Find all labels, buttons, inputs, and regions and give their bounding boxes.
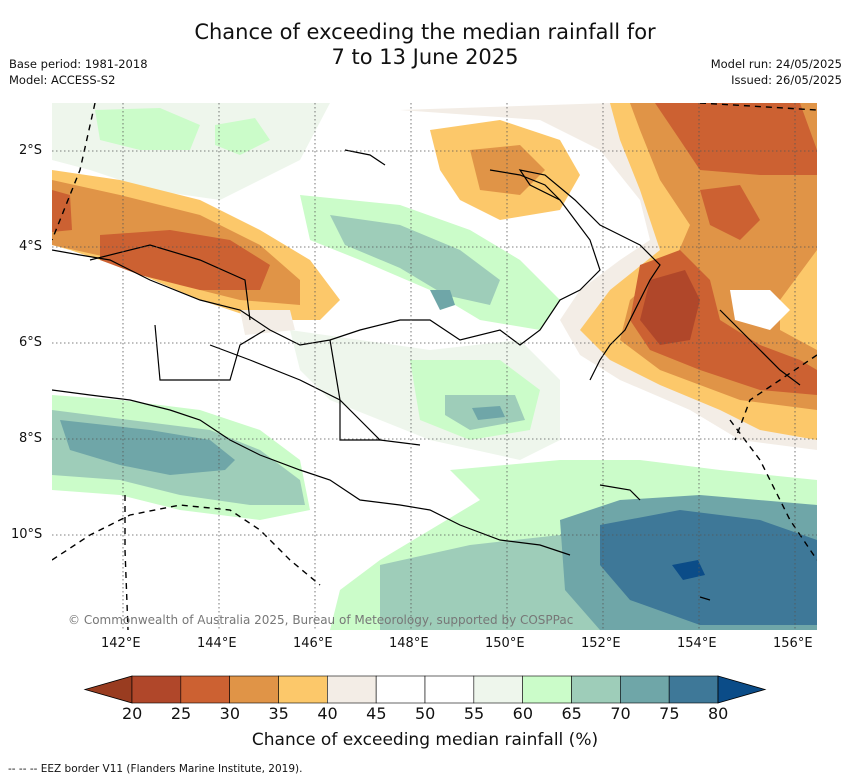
lat-label: 6°S <box>19 335 43 350</box>
colorbar-title: Chance of exceeding median rainfall (%) <box>251 730 599 750</box>
colorbar-high-extend <box>717 675 767 704</box>
colorbar-tick-label: 80 <box>708 704 729 723</box>
lon-label: 154°E <box>677 636 717 651</box>
lon-label: 156°E <box>773 636 813 651</box>
meta-right: Model run: 24/05/2025 Issued: 26/05/2025 <box>711 56 842 88</box>
map-title-line-2: 7 to 13 June 2025 <box>331 45 519 69</box>
eez-footnote: -- -- -- EEZ border V11 (Flanders Marine… <box>8 763 303 775</box>
graticule <box>52 103 817 630</box>
lon-label: 146°E <box>293 636 333 651</box>
lon-label: 148°E <box>389 636 429 651</box>
colorbar-segment <box>278 675 328 704</box>
map-field <box>52 103 817 630</box>
lon-label: 144°E <box>197 636 237 651</box>
lat-label: 2°S <box>19 143 43 158</box>
colorbar-tick-label: 60 <box>512 704 534 723</box>
colorbar-segment <box>571 675 621 704</box>
lon-label: 150°E <box>485 636 525 651</box>
colorbar-tick-label: 40 <box>317 704 338 723</box>
map-title-line-1: Chance of exceeding the median rainfall … <box>194 20 656 44</box>
colorbar <box>83 675 767 704</box>
colorbar-segment <box>327 675 377 704</box>
colorbar-segment <box>180 675 230 704</box>
model-run: Model run: 24/05/2025 <box>710 57 842 71</box>
colorbar-tick-label: 75 <box>659 704 680 723</box>
colorbar-low-extend <box>83 675 133 704</box>
model-name: Model: ACCESS-S2 <box>9 73 116 87</box>
colorbar-tick-label: 25 <box>170 704 192 723</box>
meta-left: Base period: 1981-2018 Model: ACCESS-S2 <box>9 56 148 88</box>
colorbar-segment <box>473 675 523 704</box>
eez-borders <box>52 103 817 630</box>
colorbar-tick-label: 35 <box>268 704 289 723</box>
colorbar-segment <box>668 675 719 704</box>
colorbar-segment <box>229 675 279 704</box>
colorbar-segment <box>375 675 426 704</box>
colorbar-segment <box>620 675 670 704</box>
colorbar-tick-label: 65 <box>561 704 582 723</box>
colorbar-tick-label: 30 <box>219 704 241 723</box>
lat-label: 10°S <box>11 527 43 542</box>
colorbar-segment <box>424 675 475 704</box>
coastlines <box>52 149 801 601</box>
issued-date: Issued: 26/05/2025 <box>731 73 842 87</box>
lon-label: 142°E <box>101 636 141 651</box>
credit-text: © Commonwealth of Australia 2025, Bureau… <box>68 613 574 627</box>
colorbar-segment <box>131 675 182 704</box>
colorbar-tick-label: 55 <box>463 704 485 723</box>
colorbar-tick-label: 50 <box>415 704 436 723</box>
colorbar-tick-label: 70 <box>610 704 631 723</box>
colorbar-tick-label: 45 <box>366 704 387 723</box>
colorbar-segment <box>522 675 572 704</box>
base-period: Base period: 1981-2018 <box>9 57 148 71</box>
lat-label: 4°S <box>19 239 43 254</box>
colorbar-tick-label: 20 <box>122 704 143 723</box>
lon-label: 152°E <box>581 636 621 651</box>
lat-label: 8°S <box>19 431 43 446</box>
